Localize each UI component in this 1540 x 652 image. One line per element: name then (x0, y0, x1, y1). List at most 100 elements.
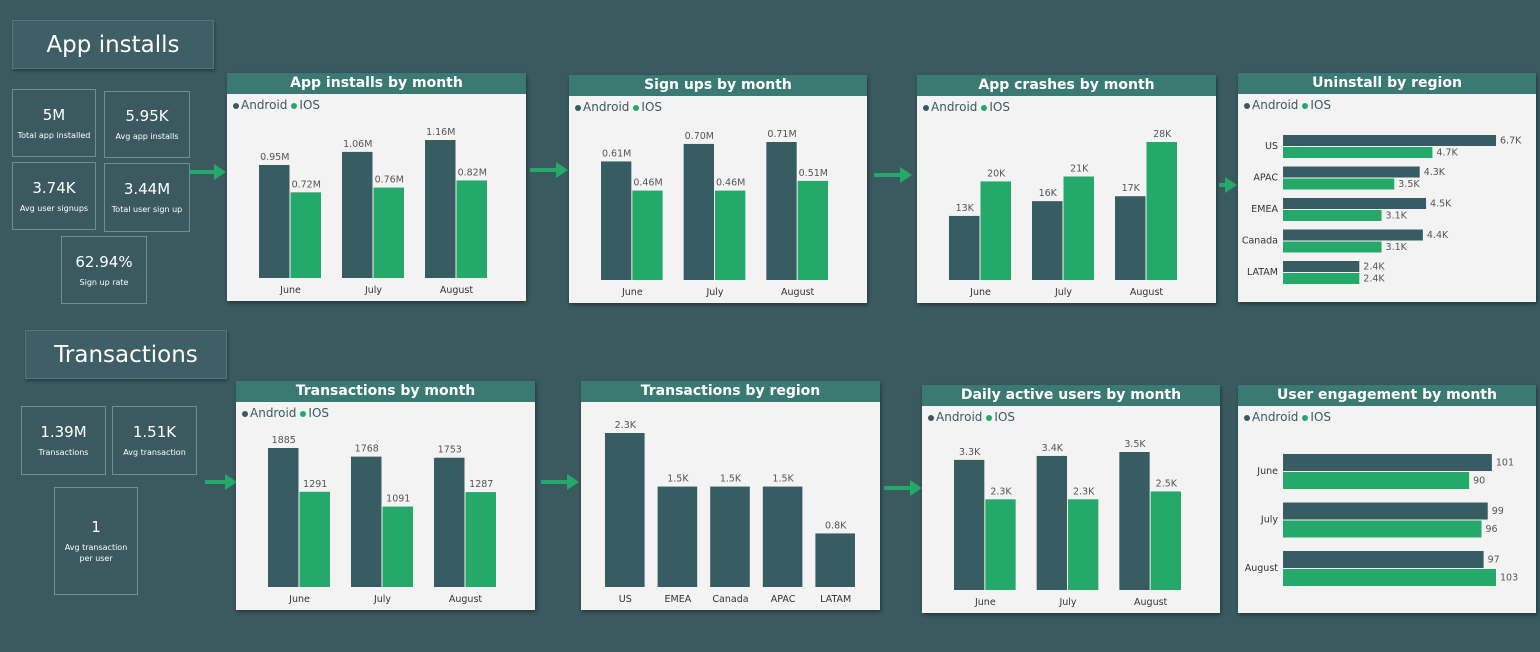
bar-value-latam (815, 533, 855, 587)
category-label: June (1256, 466, 1278, 477)
kpi-total-user-sign-up: 3.44M Total user sign up (104, 163, 190, 232)
chart-plot: 0.95M 0.72M June 1.06M 0.76M July 1.16M 0.82M Au… (259, 127, 487, 296)
bar-ios-us (1283, 147, 1433, 158)
kpi-value: 1 (91, 518, 101, 536)
data-label: 0.82M (458, 167, 487, 178)
bar-android-emea (1283, 198, 1427, 209)
category-label: LATAM (1247, 267, 1278, 278)
data-label: 0.46M (716, 178, 745, 189)
bar-android-june (1283, 454, 1492, 471)
kpi-label: Avg user signups (19, 203, 89, 213)
kpi-label: Avg transaction (123, 448, 186, 457)
kpi-value: 62.94% (75, 252, 133, 271)
bar-android-apac (1283, 166, 1420, 178)
chart-title: Uninstall by region (1238, 73, 1536, 94)
category-label: August (440, 285, 474, 296)
kpi-avg-user-signups: 3.74K Avg user signups (12, 162, 96, 230)
data-label: 2.3K (1073, 486, 1095, 497)
bar-android-june (268, 448, 299, 587)
legend-dot-icon (981, 104, 988, 111)
data-label: 2.5K (1156, 478, 1178, 489)
data-label: 0.51M (799, 168, 828, 179)
data-label: 13K (956, 203, 975, 214)
category-label: Canada (712, 594, 748, 605)
data-label: 4.3K (1424, 167, 1446, 178)
chart-plot: 13K 20K June 16K 21K July 17K 28K August (949, 129, 1177, 298)
bar-ios-canada (1283, 241, 1382, 253)
bar-value-us (605, 433, 645, 587)
legend-dot-icon (575, 104, 581, 111)
kpi-avg-app-installs: 5.95K Avg app installs (104, 91, 190, 158)
category-label: June (279, 285, 301, 296)
chart-plot: 3.3K 2.3K June 3.4K 2.3K July 3.5K 2.5K August (954, 439, 1181, 608)
chart-title: App crashes by month (917, 75, 1216, 96)
bar-ios-august (465, 492, 496, 587)
category-label: July (1058, 597, 1076, 608)
bar-ios-july (1063, 176, 1094, 280)
legend-dot-icon (1244, 414, 1250, 421)
legend-item-ios: IOS (981, 100, 1010, 114)
legend-label: IOS (299, 98, 321, 112)
kpi-avg-transaction: 1.51K Avg transaction (112, 406, 197, 475)
data-label: 1.5K (772, 474, 794, 485)
legend-label: Android (936, 410, 983, 424)
bar-android-august (1115, 196, 1146, 280)
bar-android-june (954, 459, 985, 590)
bar-ios-july (1283, 520, 1482, 538)
category-label: June (969, 287, 991, 298)
data-label: 99 (1492, 506, 1504, 517)
section-title-transactions: Transactions (25, 330, 227, 379)
category-label: August (781, 287, 815, 298)
bar-android-us (1283, 135, 1496, 146)
kpi-total-app-installed: 5M Total app installed (12, 89, 96, 157)
bar-android-august (1119, 452, 1150, 590)
kpi-label: Total user sign up (111, 205, 183, 214)
bar-ios-june (980, 181, 1011, 280)
data-label: 6.7K (1500, 136, 1522, 147)
legend-label: Android (1252, 98, 1299, 112)
chart-user-engagement-by-month: User engagement by month Android IOS 101 90 J… (1238, 385, 1536, 613)
data-label: 90 (1473, 476, 1485, 487)
chart-legend: Android IOS (1244, 410, 1335, 424)
bar-android-latam (1283, 261, 1360, 272)
kpi-transactions: 1.39M Transactions (21, 406, 106, 475)
chart-title: User engagement by month (1238, 385, 1536, 406)
bar-android-august (766, 142, 797, 280)
kpi-label: Avg app installs (115, 132, 179, 141)
legend-label: IOS (989, 100, 1011, 114)
kpi-value: 3.44M (123, 180, 171, 198)
flow-arrow-icon (874, 167, 912, 183)
bar-android-june (601, 161, 632, 280)
legend-item-android: Android (1244, 410, 1298, 424)
data-label: 1.06M (343, 139, 372, 150)
legend-item-android: Android (233, 98, 287, 112)
chart-title: Transactions by month (236, 381, 535, 402)
category-label: July (373, 594, 391, 605)
legend-dot-icon (923, 104, 929, 111)
chart-plot: 6.7K 4.7K US 4.3K 3.5K APAC 4.5K 3.1K EMEA 4.4K 3.… (1242, 135, 1522, 285)
bar-value-canada (710, 486, 750, 587)
chart-title: Daily active users by month (922, 385, 1220, 406)
category-label: August (1130, 287, 1164, 298)
flow-arrow-icon (541, 474, 579, 490)
legend-label: IOS (1310, 98, 1332, 112)
data-label: 3.1K (1386, 211, 1408, 222)
bar-ios-july (373, 187, 404, 278)
legend-dot-icon (233, 102, 239, 109)
category-label: June (621, 287, 643, 298)
legend-label: Android (931, 100, 978, 114)
data-label: 97 (1488, 555, 1500, 566)
kpi-value: 5M (42, 105, 66, 124)
data-label: 1768 (355, 444, 379, 455)
data-label: 1753 (438, 445, 462, 456)
category-label: June (288, 594, 310, 605)
bar-ios-emea (1283, 210, 1382, 221)
kpi-label: Transactions (38, 448, 89, 457)
chart-legend: Android IOS (575, 100, 666, 114)
bar-value-emea (657, 486, 698, 587)
bar-ios-june (299, 491, 330, 587)
legend-label: Android (1252, 410, 1299, 424)
bar-android-august (1283, 551, 1484, 568)
kpi-value: 3.74K (32, 178, 76, 197)
data-label: 1287 (469, 479, 493, 490)
